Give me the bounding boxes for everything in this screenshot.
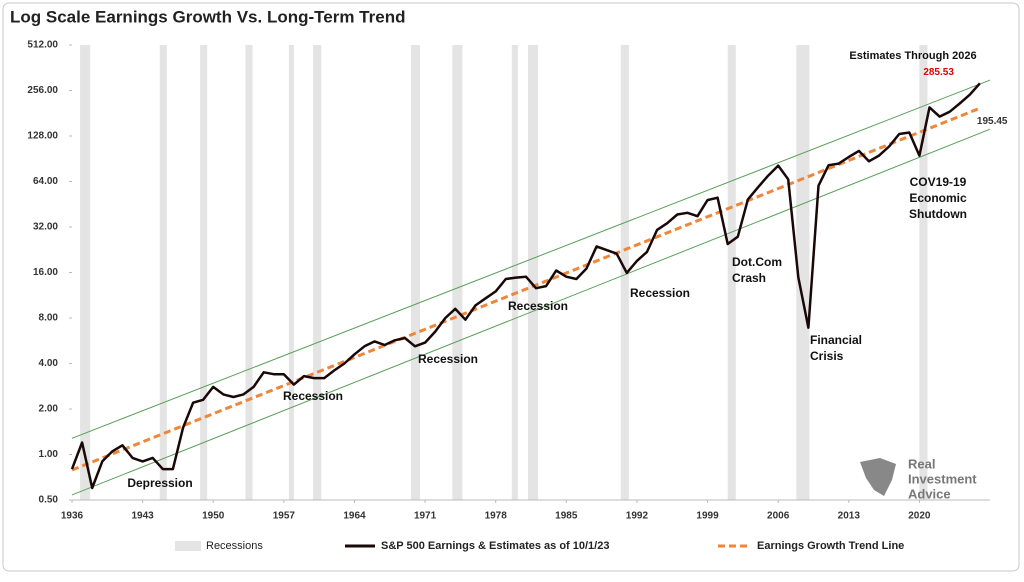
x-tick-label: 1936 bbox=[61, 511, 84, 522]
y-tick-label: 128.00 bbox=[27, 131, 58, 142]
x-tick-label: 2006 bbox=[767, 511, 790, 522]
y-tick-label: 512.00 bbox=[27, 40, 58, 51]
x-tick-label: 1978 bbox=[485, 511, 508, 522]
annotation: Recession bbox=[508, 299, 568, 313]
channel-line bbox=[71, 128, 991, 496]
logo-icon bbox=[860, 458, 896, 496]
recession-band bbox=[159, 45, 167, 500]
x-tick-label: 1985 bbox=[555, 511, 578, 522]
logo-text: Investment bbox=[908, 471, 977, 486]
annotation: Depression bbox=[127, 476, 192, 490]
x-tick-label: 1950 bbox=[202, 511, 225, 522]
legend-swatch bbox=[175, 541, 201, 551]
legend-label: Earnings Growth Trend Line bbox=[757, 540, 904, 552]
chart-title: Log Scale Earnings Growth Vs. Long-Term … bbox=[10, 7, 405, 26]
recession-band bbox=[288, 45, 294, 500]
recession-band bbox=[452, 45, 463, 500]
recession-band bbox=[796, 45, 810, 500]
legend-label: S&P 500 Earnings & Estimates as of 10/1/… bbox=[381, 540, 609, 552]
recession-band bbox=[80, 45, 91, 500]
y-tick-label: 32.00 bbox=[33, 222, 58, 233]
recession-band bbox=[727, 45, 736, 500]
logo-text: Advice bbox=[908, 486, 951, 501]
x-tick-label: 1971 bbox=[414, 511, 437, 522]
recession-band bbox=[245, 45, 253, 500]
recession-band bbox=[620, 45, 629, 500]
channel-line bbox=[71, 79, 991, 439]
recession-band bbox=[200, 45, 208, 500]
legend-label: Recessions bbox=[206, 540, 263, 552]
y-tick-label: 0.50 bbox=[39, 495, 59, 506]
series-line bbox=[70, 82, 981, 490]
y-tick-label: 1.00 bbox=[39, 449, 59, 460]
x-tick-label: 2020 bbox=[908, 511, 931, 522]
recession-band bbox=[511, 45, 518, 500]
annotation: Crisis bbox=[810, 349, 844, 363]
annotation: Recession bbox=[418, 352, 478, 366]
chart-frame bbox=[2, 2, 1020, 572]
logo-text: Real bbox=[908, 456, 935, 471]
x-tick-label: 1964 bbox=[343, 511, 366, 522]
annotation: Crash bbox=[732, 271, 766, 285]
x-tick-label: 2013 bbox=[838, 511, 861, 522]
y-tick-label: 4.00 bbox=[39, 358, 59, 369]
annotation: COV19-19 bbox=[910, 175, 967, 189]
y-tick-label: 16.00 bbox=[33, 267, 58, 278]
annotation: Recession bbox=[283, 389, 343, 403]
x-tick-label: 1999 bbox=[696, 511, 719, 522]
y-tick-label: 2.00 bbox=[39, 404, 59, 415]
value-label: 195.45 bbox=[977, 116, 1008, 127]
annotation: Estimates Through 2026 bbox=[849, 50, 976, 62]
annotation: Economic bbox=[909, 191, 967, 205]
annotation: Recession bbox=[630, 286, 690, 300]
x-tick-label: 1992 bbox=[626, 511, 649, 522]
y-tick-label: 8.00 bbox=[39, 313, 59, 324]
value-label: 285.53 bbox=[923, 67, 954, 78]
annotation: Shutdown bbox=[909, 207, 967, 221]
recession-band bbox=[919, 45, 928, 500]
series-line bbox=[71, 106, 981, 472]
recession-band bbox=[410, 45, 421, 500]
x-tick-label: 1957 bbox=[273, 511, 296, 522]
recession-band bbox=[313, 45, 322, 500]
recession-band bbox=[527, 45, 539, 500]
annotation: Dot.Com bbox=[732, 255, 782, 269]
x-tick-label: 1943 bbox=[131, 511, 154, 522]
y-tick-label: 256.00 bbox=[27, 85, 58, 96]
annotation: Financial bbox=[810, 333, 862, 347]
y-tick-label: 64.00 bbox=[33, 176, 58, 187]
